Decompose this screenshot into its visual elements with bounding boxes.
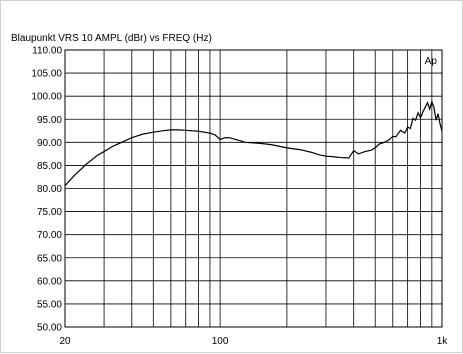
y-tick-label: 55.00: [37, 299, 62, 310]
x-tick-labels: 20 100 1k: [59, 336, 448, 347]
x-tick-label: 100: [212, 336, 229, 347]
y-tick-label: 80.00: [37, 184, 62, 195]
y-tick-label: 75.00: [37, 207, 62, 218]
y-tick-label: 110.00: [32, 46, 62, 57]
y-tick-label: 70.00: [37, 230, 62, 241]
series-line: [65, 102, 442, 186]
x-tick-label: 1k: [437, 336, 449, 347]
y-tick-label: 60.00: [37, 276, 62, 287]
data-points: [65, 102, 442, 186]
y-tick-label: 90.00: [37, 138, 62, 149]
legend-ap-label: Ap: [425, 56, 438, 67]
grid: [65, 50, 442, 327]
y-tick-label: 105.00: [31, 69, 62, 80]
y-tick-labels: 50.00 55.00 60.00 65.00 70.00 75.00 80.00 85.00…: [31, 46, 62, 334]
y-tick-label: 100.00: [31, 92, 62, 103]
y-tick-label: 50.00: [37, 323, 62, 334]
y-tick-label: 95.00: [37, 115, 62, 126]
x-tick-label: 20: [59, 336, 71, 347]
y-tick-label: 65.00: [37, 253, 62, 264]
chart-title: Blaupunkt VRS 10 AMPL (dBr) vs FREQ (Hz): [11, 33, 212, 44]
y-tick-label: 85.00: [37, 161, 62, 172]
